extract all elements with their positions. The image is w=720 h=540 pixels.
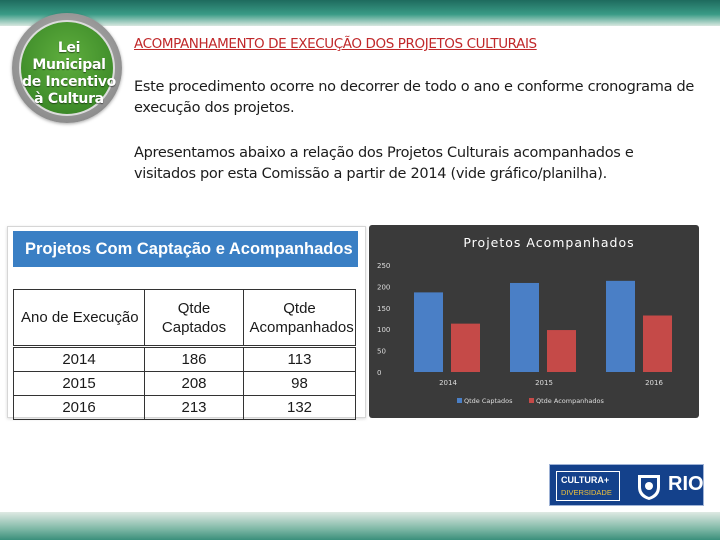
bar-qtde-captados-2016 — [606, 280, 635, 372]
cell-year: 2016 — [13, 395, 145, 420]
col-header-captados-text: Qtde Captados — [161, 299, 227, 336]
table-row: 2016 213 132 — [13, 395, 356, 420]
y-tick-label: 200 — [377, 283, 390, 291]
cell-acompanhados: 113 — [243, 346, 356, 372]
y-tick-label: 250 — [377, 262, 390, 270]
logo-line-3: à Cultura — [34, 91, 104, 107]
cultura-box-line-2: DIVERSIDADE — [561, 488, 612, 497]
logo-line-2: de Incentivo — [22, 74, 116, 90]
page-title: ACOMPANHAMENTO DE EXECUÇÃO DOS PROJETOS … — [134, 36, 537, 52]
legend-swatch — [529, 398, 534, 403]
x-tick-label: 2015 — [535, 379, 553, 387]
chart-bars — [414, 280, 672, 372]
bar-chart: Projetos Acompanhados 0 50 100 150 200 250 20… — [369, 225, 699, 418]
cell-acompanhados: 98 — [243, 371, 356, 396]
table-header-row: Ano de Execução Qtde Captados Qtde Acomp… — [13, 289, 356, 347]
bar-qtde-acompanhados-2016 — [643, 315, 672, 372]
logo-text: Lei Municipal de Incentivo à Cultura — [21, 40, 117, 108]
bottom-banner — [0, 512, 720, 540]
cell-year: 2015 — [13, 371, 145, 396]
y-tick-label: 100 — [377, 326, 390, 334]
lei-municipal-logo: Lei Municipal de Incentivo à Cultura — [12, 13, 122, 123]
chart-y-axis: 0 50 100 150 200 250 — [377, 262, 390, 377]
legend-swatch — [457, 398, 462, 403]
city-crest-icon — [638, 475, 660, 500]
data-table: Ano de Execução Qtde Captados Qtde Acomp… — [13, 289, 356, 420]
rio-wordmark: RIO — [668, 473, 704, 495]
cell-captados: 213 — [144, 395, 244, 420]
top-banner — [0, 0, 720, 26]
cultura-rio-logo: CULTURA+ DIVERSIDADE RIO — [549, 464, 704, 506]
y-tick-label: 0 — [377, 369, 381, 377]
col-header-year: Ano de Execução — [13, 289, 145, 347]
y-tick-label: 150 — [377, 305, 390, 313]
bar-qtde-acompanhados-2015 — [547, 330, 576, 372]
cell-year: 2014 — [13, 346, 145, 372]
table-card: Projetos Com Captação e Acompanhados Ano… — [7, 226, 366, 420]
chart-legend: Qtde Captados Qtde Acompanhados — [457, 397, 605, 405]
chart-x-axis: 2014 2015 2016 — [439, 379, 663, 387]
y-tick-label: 50 — [377, 348, 386, 356]
x-tick-label: 2016 — [645, 379, 663, 387]
table-title: Projetos Com Captação e Acompanhados — [13, 231, 358, 267]
bar-qtde-captados-2015 — [510, 282, 539, 372]
paragraph-1: Este procedimento ocorre no decorrer de … — [134, 79, 695, 116]
bar-qtde-acompanhados-2014 — [451, 323, 480, 372]
cell-captados: 186 — [144, 346, 244, 372]
table-row: 2015 208 98 — [13, 371, 356, 396]
bar-qtde-captados-2014 — [414, 292, 443, 372]
legend-label: Qtde Captados — [464, 397, 513, 405]
chart-title: Projetos Acompanhados — [463, 235, 634, 250]
cell-acompanhados: 132 — [243, 395, 356, 420]
logo-line-1: Lei Municipal — [32, 40, 106, 73]
bar-chart-svg: Projetos Acompanhados 0 50 100 150 200 250 20… — [369, 225, 699, 418]
table-row: 2014 186 113 — [13, 346, 356, 372]
cultura-box-line-1: CULTURA+ — [561, 475, 610, 485]
legend-label: Qtde Acompanhados — [536, 397, 605, 405]
col-header-acompanhados: Qtde Acompanhados — [243, 289, 356, 347]
paragraph-2: Apresentamos abaixo a relação dos Projet… — [134, 145, 634, 182]
cultura-box: CULTURA+ DIVERSIDADE — [556, 471, 620, 501]
x-tick-label: 2014 — [439, 379, 457, 387]
logo-inner-circle: Lei Municipal de Incentivo à Cultura — [19, 20, 117, 116]
col-header-acompanhados-text: Qtde Acompanhados — [249, 299, 354, 336]
cell-captados: 208 — [144, 371, 244, 396]
col-header-captados: Qtde Captados — [144, 289, 244, 347]
